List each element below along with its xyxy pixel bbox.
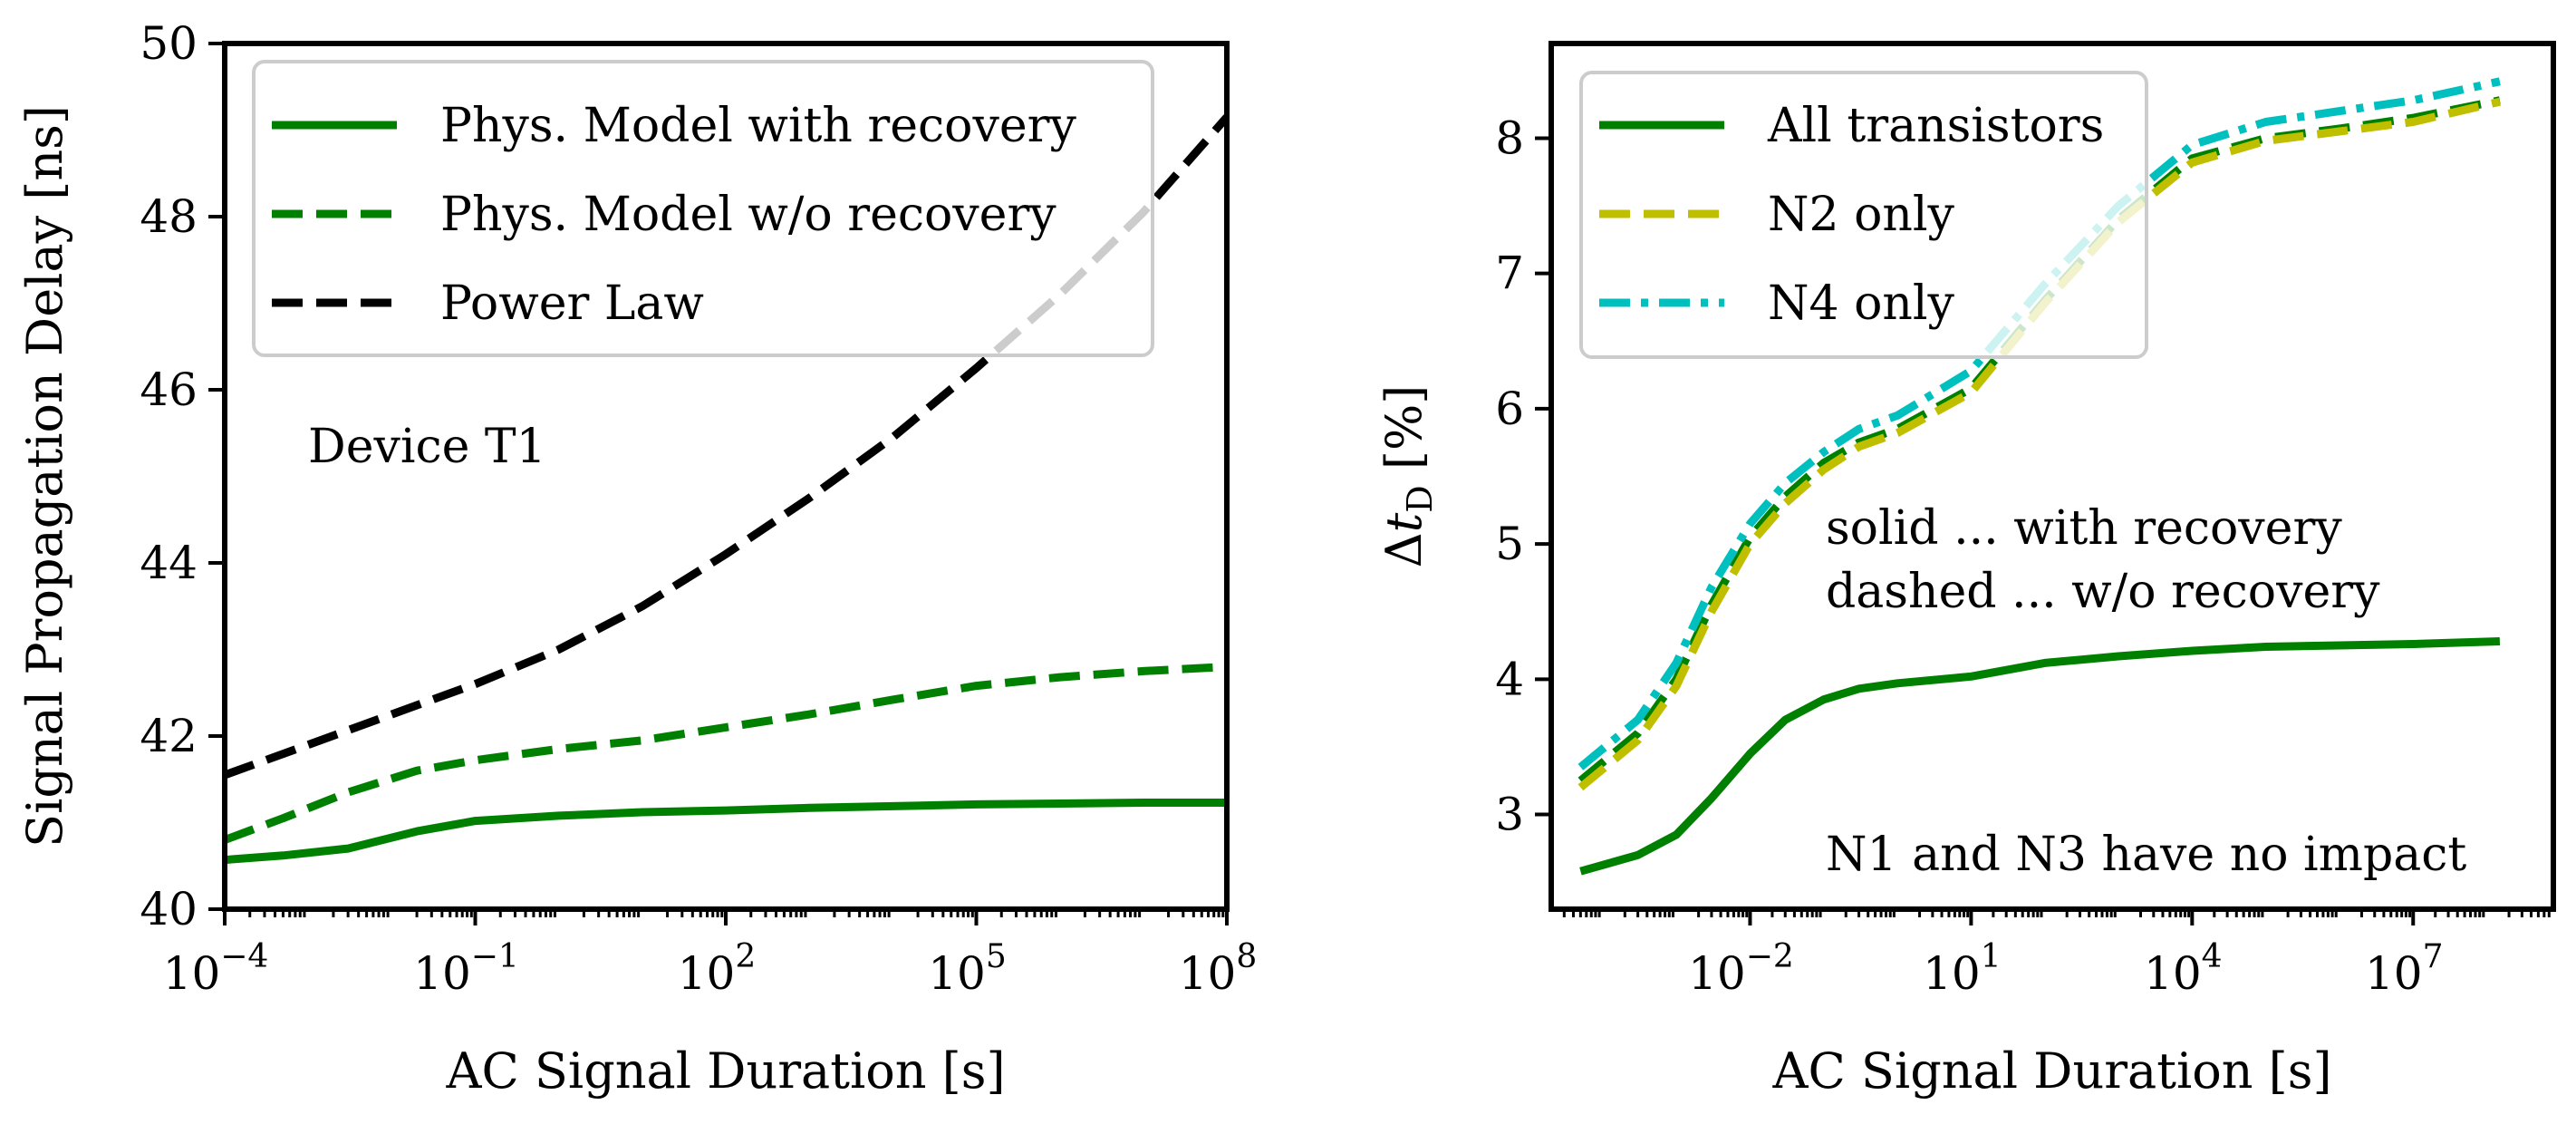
legend-label-n4-only: N4 only [1768,276,1955,331]
x-tick-label: 10−2 [1688,938,1794,1000]
x-tick-label: 108 [1179,938,1258,1000]
annotation-text: dashed ... w/o recovery [1826,565,2380,619]
legend-label-phys-model-with-recovery: Phys. Model with recovery [440,99,1076,153]
x-tick-label: 105 [928,938,1007,1000]
y-tick-label: 4 [1495,653,1524,705]
x-tick-label: 10−4 [163,938,269,1000]
x-tick-label: 10−1 [413,938,519,1000]
legend-label-phys-model-w-o-recovery: Phys. Model w/o recovery [440,188,1056,242]
series-line-power-law [225,114,1227,780]
x-axis-label: AC Signal Duration [s] [1771,1042,2331,1100]
series-line-phys-model-with-recovery [225,799,1227,865]
y-tick-label: 6 [1495,383,1524,435]
legend: All transistors N2 only N4 only [1579,71,2148,359]
x-tick-label: 101 [1923,938,2002,1000]
annotation-text: Device T1 [308,420,546,474]
x-tick-label: 104 [2144,938,2223,1000]
plot-frame [1548,41,2556,912]
series-line-n4-only [1577,77,2501,770]
y-axis-label: Signal Propagation Delay [ns] [16,105,73,848]
x-tick-label: 107 [2365,938,2444,1000]
legend: Phys. Model with recovery Phys. Model w/o… [252,60,1154,357]
series-line-n2-only [1577,97,2501,791]
annotation-text: N1 and N3 have no impact [1826,828,2466,882]
y-tick-label: 7 [1495,247,1524,300]
y-tick-label: 44 [140,537,198,589]
y-tick-label: 8 [1495,111,1524,164]
chart-right-delta-td: 10−2 101 104 107 3 4 5 6 7 8 AC Signal Duration [s… [1375,41,2556,1100]
series-line-all-transistors [1579,637,2501,876]
series-line-phys-model-w-o-recovery [225,663,1227,844]
y-tick-label: 46 [140,363,198,416]
legend-box [252,60,1154,357]
legend-label-power-law: Power Law [440,276,704,331]
y-tick-label: 48 [140,190,198,243]
annotation-text: solid ... with recovery [1826,501,2342,556]
series-group [225,114,1227,865]
legend-label-n2-only: N2 only [1768,188,1955,242]
y-tick-label: 42 [140,710,198,762]
y-tick-label: 3 [1495,789,1524,841]
y-tick-label: 5 [1495,518,1524,570]
y-tick-label: 50 [140,17,198,70]
y-axis-label: ΔtD [%] [1375,385,1440,568]
x-axis-label: AC Signal Duration [s] [445,1042,1005,1100]
x-tick-label: 102 [678,938,757,1000]
legend-label-all-transistors: All transistors [1767,99,2104,153]
y-tick-label: 40 [140,883,198,935]
chart-left-signal-delay: 10−4 10−1 102 105 108 40 42 44 46 48 50 AC Signal D… [16,17,1257,1100]
legend-box [1579,71,2148,359]
series-group [1577,77,2501,876]
